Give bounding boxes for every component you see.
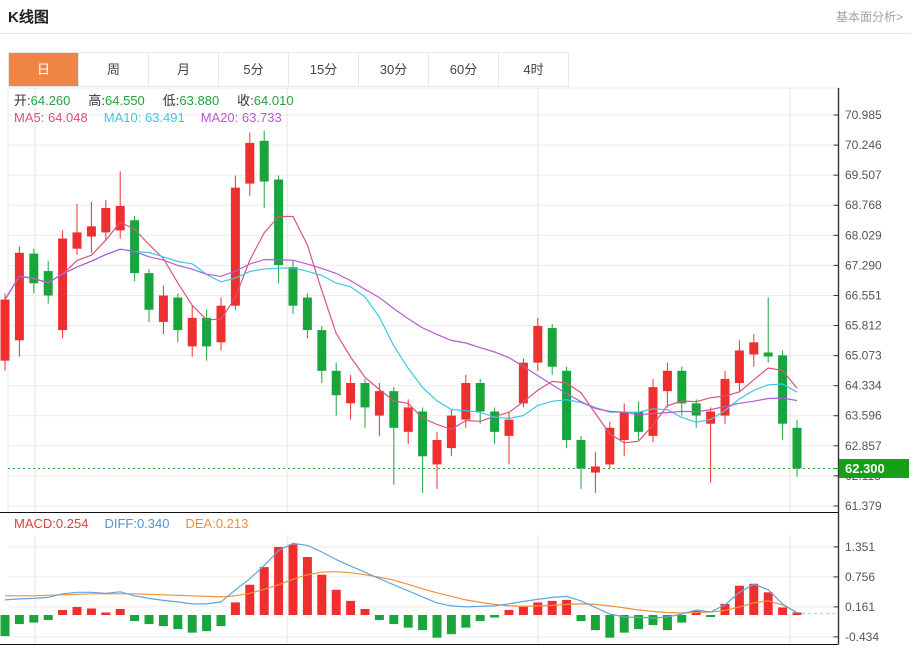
svg-text:68.029: 68.029 — [845, 228, 882, 242]
tab-5min[interactable]: 5分 — [219, 53, 289, 86]
macd-readout: MACD:0.254 DIFF:0.340 DEA:0.213 — [14, 516, 248, 531]
svg-text:62.857: 62.857 — [845, 439, 882, 453]
high-readout: 高:64.550 — [88, 93, 145, 108]
tab-day[interactable]: 日 — [9, 53, 79, 86]
svg-text:68.768: 68.768 — [845, 198, 882, 212]
ohlc-readout: 开:64.260 高:64.550 低:63.880 收:64.010 — [14, 90, 294, 109]
tab-4hour[interactable]: 4时 — [499, 53, 568, 86]
tab-30min[interactable]: 30分 — [359, 53, 429, 86]
open-readout: 开:64.260 — [14, 93, 71, 108]
tab-month[interactable]: 月 — [149, 53, 219, 86]
svg-text:61.379: 61.379 — [845, 499, 882, 513]
svg-text:1.351: 1.351 — [845, 540, 875, 554]
tab-15min[interactable]: 15分 — [289, 53, 359, 86]
svg-text:70.985: 70.985 — [845, 108, 882, 122]
period-tabbar: 日 周 月 5分 15分 30分 60分 4时 — [8, 52, 569, 87]
svg-text:65.073: 65.073 — [845, 349, 882, 363]
ma-readout: MA5: 64.048 MA10: 63.491 MA20: 63.733 — [14, 110, 282, 125]
svg-text:0.161: 0.161 — [845, 600, 875, 614]
svg-text:63.596: 63.596 — [845, 409, 882, 423]
svg-text:67.290: 67.290 — [845, 258, 882, 272]
svg-text:-0.434: -0.434 — [845, 630, 879, 644]
svg-text:65.812: 65.812 — [845, 319, 882, 333]
svg-text:0.756: 0.756 — [845, 570, 875, 584]
kline-chart-canvas[interactable]: 70.985 70.246 69.507 68.768 68.029 67.290 66.5… — [0, 86, 911, 647]
page-title: K线图 — [8, 9, 49, 26]
tab-week[interactable]: 周 — [79, 53, 149, 86]
fundamental-analysis-link[interactable]: 基本面分析> — [835, 10, 903, 24]
close-readout: 收:64.010 — [237, 93, 294, 108]
header-divider — [0, 33, 911, 34]
svg-text:62.300: 62.300 — [845, 461, 885, 476]
tab-60min[interactable]: 60分 — [429, 53, 499, 86]
ma20-readout: MA20: 63.733 — [200, 110, 282, 125]
svg-text:64.334: 64.334 — [845, 379, 882, 393]
svg-text:70.246: 70.246 — [845, 138, 882, 152]
diff-value-readout: DIFF:0.340 — [104, 516, 170, 531]
macd-value-readout: MACD:0.254 — [14, 516, 89, 531]
svg-text:66.551: 66.551 — [845, 288, 882, 302]
dea-value-readout: DEA:0.213 — [185, 516, 249, 531]
ma5-readout: MA5: 64.048 — [14, 110, 88, 125]
low-readout: 低:63.880 — [162, 93, 220, 108]
ma10-readout: MA10: 63.491 — [103, 110, 185, 125]
svg-text:69.507: 69.507 — [845, 168, 882, 182]
